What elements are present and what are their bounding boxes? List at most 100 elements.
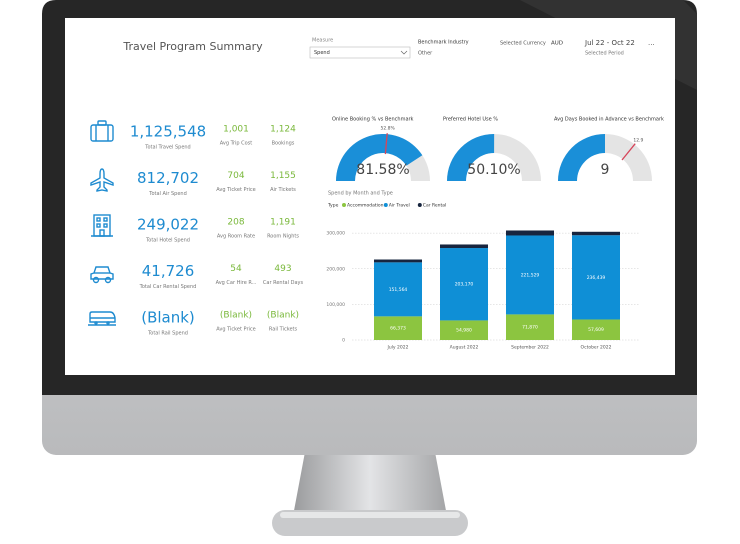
gauge-target bbox=[621, 143, 636, 161]
bar-segment bbox=[572, 319, 620, 340]
kpi-label: Total Car Rental Spend bbox=[139, 284, 197, 290]
gauge-fill bbox=[447, 134, 495, 181]
bar-segment bbox=[440, 248, 488, 321]
stat-value: 1,155 bbox=[270, 171, 296, 181]
kpi-value: 812,702 bbox=[137, 169, 199, 187]
period-value: Jul 22 - Oct 22 bbox=[584, 39, 635, 47]
gauge-fill bbox=[558, 134, 605, 181]
kpi-label: Total Rail Spend bbox=[147, 331, 188, 337]
dropdown-chevron[interactable] bbox=[400, 50, 408, 55]
stat-value: 1,191 bbox=[270, 218, 296, 228]
x-tick-label: August 2022 bbox=[450, 345, 479, 351]
bar-segment bbox=[572, 235, 620, 320]
legend-label: Air Travel bbox=[389, 203, 410, 209]
bar-value-label: 54,980 bbox=[456, 328, 472, 334]
bar-value-label: 236,439 bbox=[587, 275, 606, 281]
bar-value-label: 71,870 bbox=[522, 325, 538, 331]
stat-label: Air Tickets bbox=[270, 187, 296, 193]
legend-label: Accommodation bbox=[347, 203, 384, 209]
period-label: Selected Period bbox=[585, 51, 624, 57]
legend-marker bbox=[417, 203, 422, 207]
stat-label: Avg Trip Cost bbox=[220, 141, 253, 147]
kpi-label: Total Air Spend bbox=[148, 191, 187, 197]
gauge-title: Online Booking % vs Benchmark bbox=[332, 117, 414, 123]
y-tick-label: 100,000 bbox=[326, 302, 345, 308]
y-tick-label: 200,000 bbox=[326, 266, 345, 272]
stat-value: 1,124 bbox=[270, 125, 296, 135]
stat-label: Avg Room Rate bbox=[217, 234, 255, 240]
gauge-value: 81.58% bbox=[356, 162, 409, 178]
hotel-icon bbox=[91, 214, 113, 237]
legend-marker bbox=[383, 203, 388, 207]
bar-segment bbox=[506, 235, 554, 315]
briefcase-icon bbox=[90, 120, 114, 142]
y-tick-label: 300,000 bbox=[326, 231, 345, 237]
stat-label: Bookings bbox=[272, 141, 295, 147]
measure-label: Measure bbox=[312, 38, 333, 44]
y-tick-label: 0 bbox=[342, 338, 345, 344]
gauge-title: Avg Days Booked in Advance vs Benchmark bbox=[554, 117, 664, 123]
gauge-target-label: 52.8% bbox=[381, 126, 396, 132]
bar-segment bbox=[374, 259, 422, 263]
bar-value-label: 221,529 bbox=[521, 272, 540, 278]
stat-label: Room Nights bbox=[267, 234, 299, 240]
gauge-value: 9 bbox=[601, 162, 610, 178]
bar-segment bbox=[440, 244, 488, 249]
kpi-label: Total Hotel Spend bbox=[145, 238, 190, 244]
stat-value: (Blank) bbox=[220, 311, 252, 321]
plane-icon bbox=[90, 168, 114, 192]
kpi-value: 41,726 bbox=[142, 262, 195, 280]
legend-marker bbox=[342, 203, 346, 207]
car-icon bbox=[90, 266, 114, 284]
kpi-value: (Blank) bbox=[141, 309, 195, 327]
bar-value-label: 66,373 bbox=[390, 326, 406, 332]
currency-label: Selected Currency bbox=[500, 41, 546, 47]
more-menu[interactable]: ... bbox=[648, 39, 655, 47]
stat-label: Avg Ticket Price bbox=[216, 187, 255, 193]
monitor-neck bbox=[293, 452, 447, 516]
benchmark-value: Other bbox=[418, 51, 433, 57]
kpi-value: 1,125,548 bbox=[130, 123, 206, 141]
stat-label: Avg Car Hire R... bbox=[216, 280, 257, 286]
x-tick-label: October 2022 bbox=[581, 345, 612, 351]
chart-title: Spend by Month and Type bbox=[328, 191, 393, 197]
x-tick-label: September 2022 bbox=[511, 345, 549, 351]
measure-value[interactable]: Spend bbox=[314, 50, 330, 56]
legend-title: Type bbox=[327, 203, 339, 209]
bar-segment bbox=[572, 231, 620, 236]
bar-segment bbox=[506, 314, 554, 340]
stat-value: 493 bbox=[274, 264, 291, 274]
dashboard-title: Travel Program Summary bbox=[122, 40, 263, 53]
bar-value-label: 57,609 bbox=[588, 327, 604, 333]
gauge-value: 50.10% bbox=[467, 162, 520, 178]
stat-value: 1,001 bbox=[223, 125, 249, 135]
base-highlight bbox=[280, 512, 460, 518]
gauge-target-label: 12.9 bbox=[633, 137, 643, 143]
stat-label: Avg Ticket Price bbox=[216, 327, 255, 333]
bar-segment bbox=[506, 230, 554, 236]
gauge-fill bbox=[336, 133, 423, 181]
bar-value-label: 203,170 bbox=[455, 282, 474, 288]
gauge-title: Preferred Hotel Use % bbox=[443, 117, 498, 123]
currency-value: AUD bbox=[551, 41, 563, 47]
benchmark-label: Benchmark Industry bbox=[418, 40, 469, 46]
kpi-icons bbox=[88, 120, 116, 326]
bar-value-label: 151,564 bbox=[389, 287, 408, 293]
legend-label: Car Rental bbox=[423, 203, 447, 209]
x-tick-label: July 2022 bbox=[387, 345, 409, 351]
stat-value: 704 bbox=[227, 171, 244, 181]
kpi-value: 249,022 bbox=[137, 216, 199, 234]
stat-label: Rail Tickets bbox=[269, 327, 298, 333]
gauge-target bbox=[384, 133, 388, 155]
stat-label: Car Rental Days bbox=[263, 280, 304, 286]
measure-dropdown[interactable] bbox=[309, 46, 411, 59]
train-icon bbox=[88, 311, 116, 326]
stat-value: (Blank) bbox=[267, 311, 299, 321]
stat-value: 208 bbox=[227, 218, 244, 228]
bar-segment bbox=[374, 262, 422, 317]
bar-segment bbox=[440, 320, 488, 340]
kpi-label: Total Travel Spend bbox=[144, 145, 191, 151]
stat-value: 54 bbox=[230, 264, 242, 274]
